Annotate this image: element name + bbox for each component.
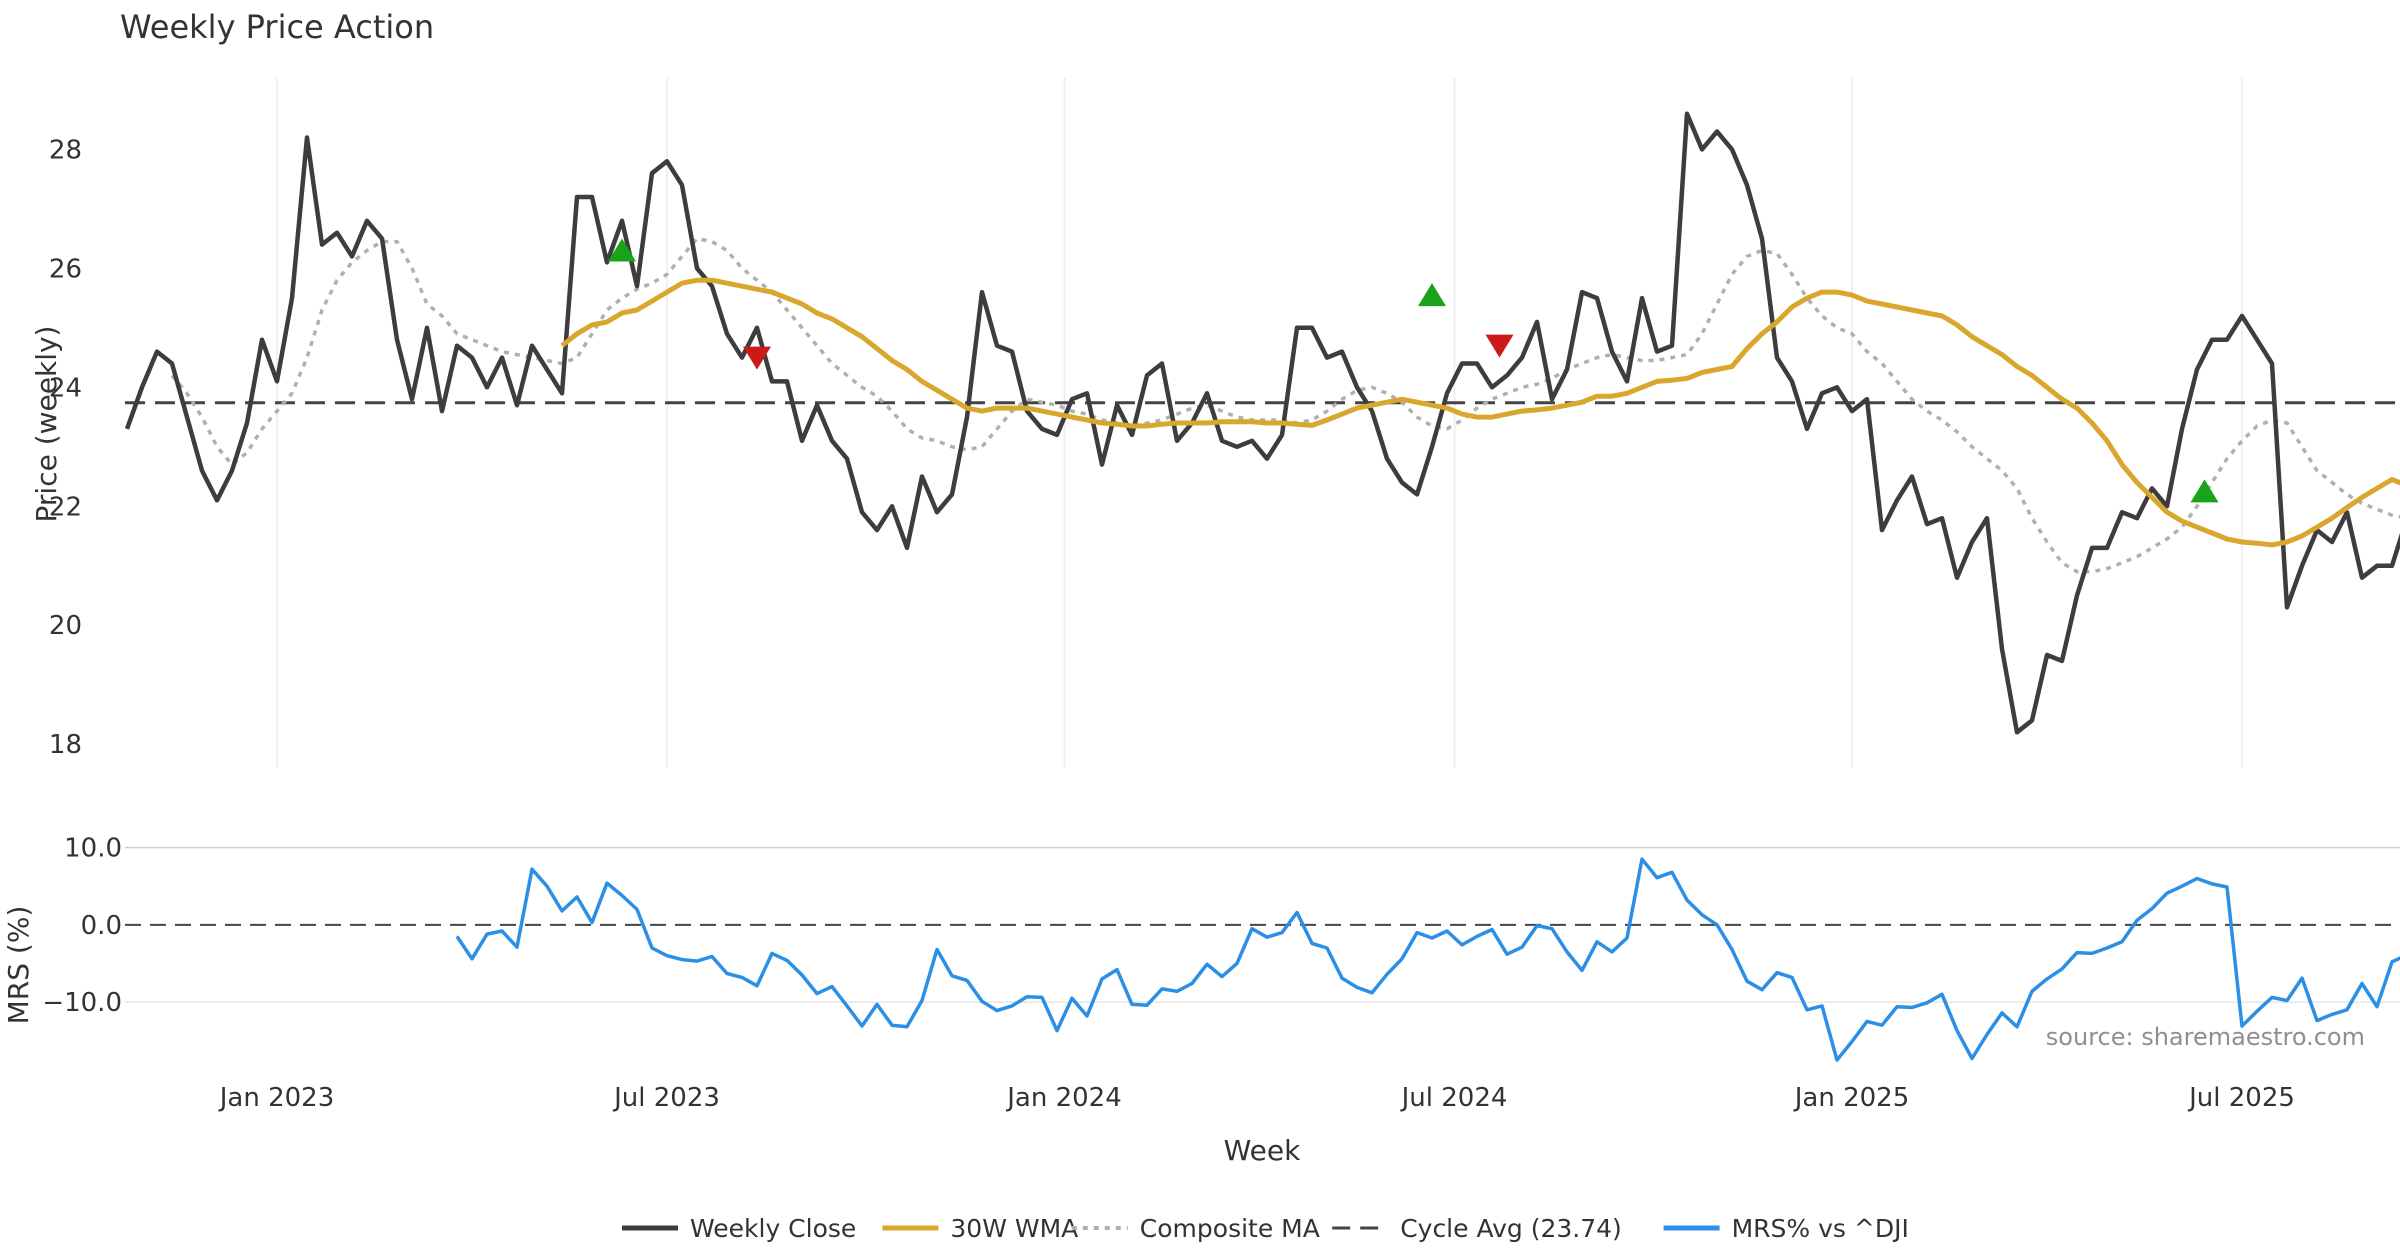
x-tick-label: Jan 2023 [218, 1083, 335, 1113]
buy-signal-marker [608, 238, 636, 262]
price-y-tick-label: 22 [49, 492, 82, 522]
chart-title: Weekly Price Action [120, 8, 434, 46]
price-y-tick-label: 20 [49, 611, 82, 641]
buy-signal-marker [1418, 283, 1446, 307]
price-y-tick-label: 24 [49, 373, 82, 403]
price-y-tick-label: 18 [49, 730, 82, 760]
price-y-tick-label: 26 [49, 254, 82, 284]
buy-signal-marker [2190, 479, 2219, 503]
legend-label: Composite MA [1140, 1214, 1320, 1243]
composite-ma-line [170, 236, 2400, 574]
price-y-axis-label: Price (weekly) [30, 326, 63, 523]
x-tick-label: Jul 2023 [612, 1083, 720, 1113]
wma-30w-line [560, 277, 2400, 548]
mrs-y-tick-label: −10.0 [42, 988, 122, 1018]
x-tick-label: Jan 2024 [1005, 1083, 1122, 1113]
x-tick-label: Jul 2024 [1400, 1083, 1508, 1113]
legend-label: Weekly Close [690, 1214, 856, 1243]
x-tick-label: Jan 2025 [1793, 1083, 1910, 1113]
x-tick-label: Jul 2025 [2187, 1083, 2295, 1113]
legend: Weekly Close 30W WMA Composite MA Cycle Avg… [622, 1214, 1909, 1243]
legend-label: Cycle Avg (23.74) [1400, 1214, 1622, 1243]
mrs-line [455, 857, 2400, 1062]
sell-signal-marker [743, 346, 771, 370]
mrs-y-tick-label: 0.0 [81, 911, 122, 941]
x-axis-label: Week [1224, 1134, 1301, 1167]
sell-signal-marker [1485, 334, 1514, 358]
legend-label: 30W WMA [950, 1214, 1078, 1243]
price-y-tick-label: 28 [49, 135, 82, 165]
mrs-y-tick-label: 10.0 [64, 834, 122, 864]
weekly-close-line [124, 111, 2400, 735]
legend-label: MRS% vs ^DJI [1732, 1214, 1909, 1243]
source-note: source: sharemaestro.com [2046, 1023, 2365, 1051]
mrs-y-axis-label: MRS (%) [2, 906, 35, 1025]
